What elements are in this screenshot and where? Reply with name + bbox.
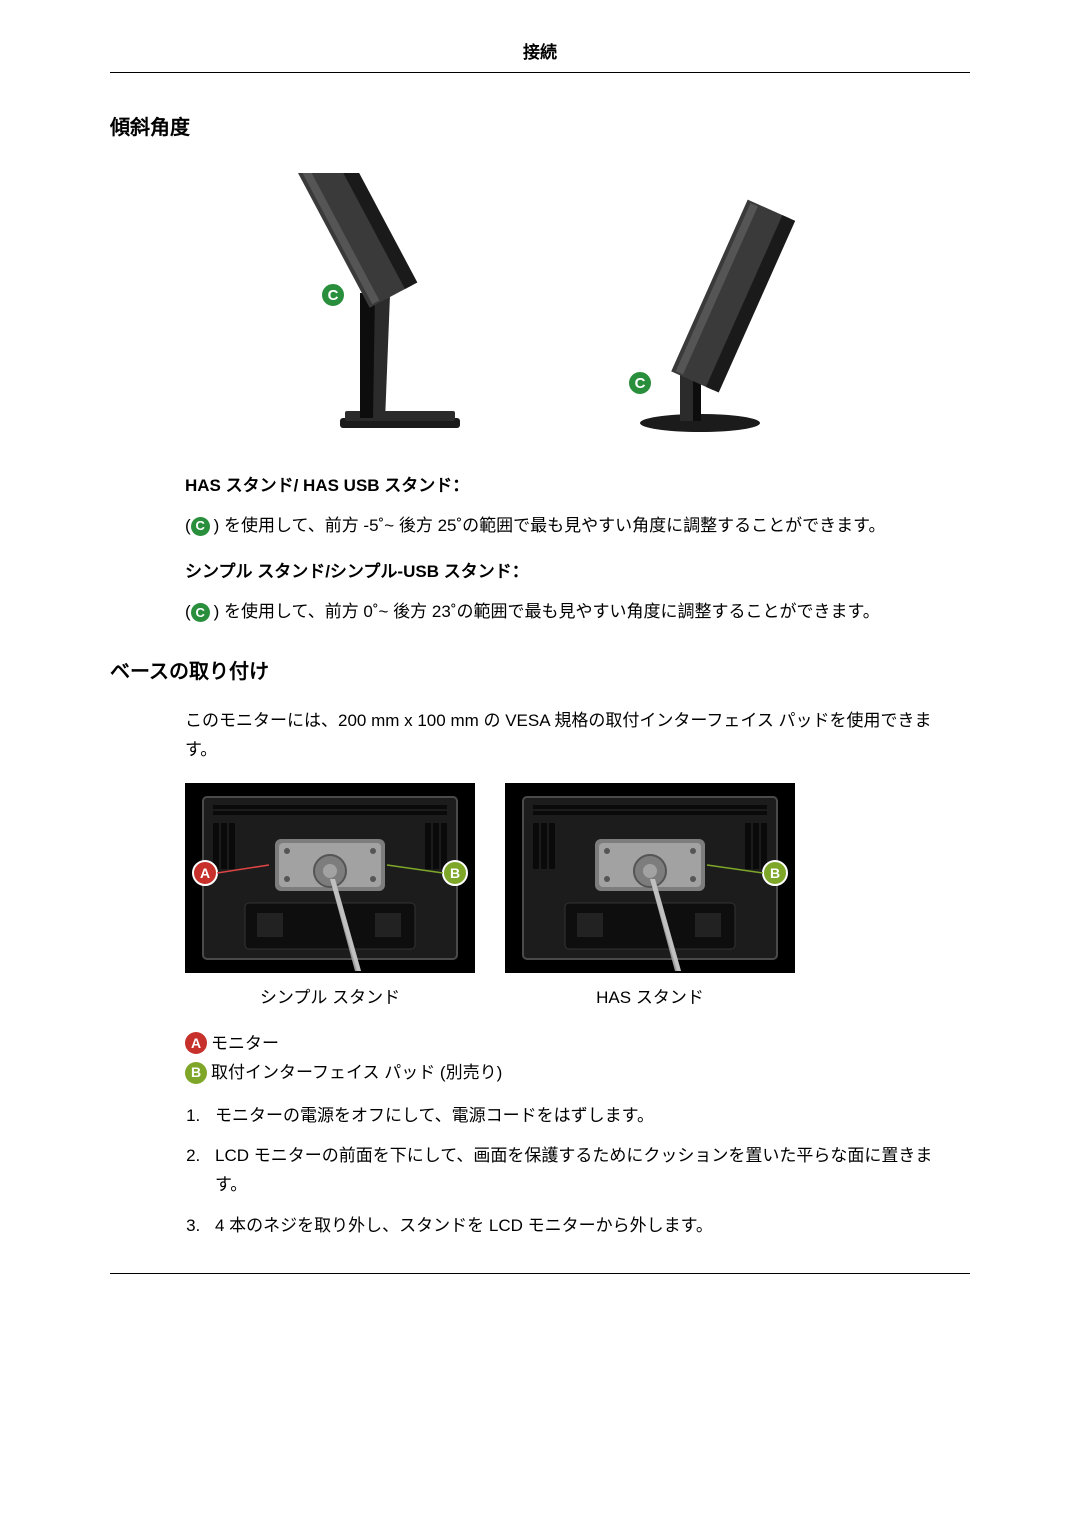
mount-figure-simple: A B [185,783,475,973]
mount-figure-has: B [505,783,795,973]
step-item: LCD モニターの前面を下にして、画面を保護するためにクッションを置いた平らな面… [205,1142,960,1200]
simple-text-before: ( [185,602,191,621]
base-heading: ベースの取り付け [110,657,970,687]
c-badge-icon: C [191,603,210,622]
tilt-figure-right: C [585,173,795,433]
has-stand-heading: HAS スタンド/ HAS USB スタンド： [185,473,960,499]
page-header: 接続 [110,40,970,73]
simple-stand-text: (C) を使用して、前方 0˚~ 後方 23˚の範囲で最も見やすい角度に調整する… [185,598,960,627]
simple-text-after: ) を使用して、前方 0˚~ 後方 23˚の範囲で最も見やすい角度に調整すること… [214,602,880,621]
legend-row-b: B 取付インターフェイス パッド (別売り) [185,1060,960,1086]
simple-stand-heading: シンプル スタンド/シンプル-USB スタンド： [185,559,960,585]
legend-row-a: A モニター [185,1031,960,1057]
has-text-before: ( [185,516,191,535]
svg-text:B: B [450,865,460,881]
mount-caption-simple: シンプル スタンド [260,985,400,1011]
svg-text:A: A [200,865,210,881]
mount-figures: A B シンプル スタンド [185,783,960,1011]
svg-text:C: C [328,287,339,304]
has-stand-text: (C) を使用して、前方 -5˚~ 後方 25˚の範囲で最も見やすい角度に調整す… [185,512,960,541]
a-badge-icon: A [185,1032,207,1054]
footer-rule [110,1273,970,1274]
has-text-after: ) を使用して、前方 -5˚~ 後方 25˚の範囲で最も見やすい角度に調整するこ… [214,516,886,535]
c-badge-icon: C [191,517,210,536]
tilt-figure-left: C [285,173,495,433]
legend: A モニター B 取付インターフェイス パッド (別売り) [185,1031,960,1086]
tilt-figures: C C [110,173,970,433]
mount-caption-has: HAS スタンド [596,985,704,1011]
tilt-heading: 傾斜角度 [110,113,970,143]
svg-text:B: B [770,865,780,881]
step-item: 4 本のネジを取り外し、スタンドを LCD モニターから外します。 [205,1212,960,1241]
legend-b-text: 取付インターフェイス パッド (別売り) [211,1060,502,1086]
steps-list: モニターの電源をオフにして、電源コードをはずします。 LCD モニターの前面を下… [205,1102,960,1242]
b-badge-icon: B [185,1062,207,1084]
base-intro: このモニターには、200 mm x 100 mm の VESA 規格の取付インタ… [185,707,960,765]
svg-text:C: C [635,375,646,392]
legend-a-text: モニター [211,1031,279,1057]
step-item: モニターの電源をオフにして、電源コードをはずします。 [205,1102,960,1131]
